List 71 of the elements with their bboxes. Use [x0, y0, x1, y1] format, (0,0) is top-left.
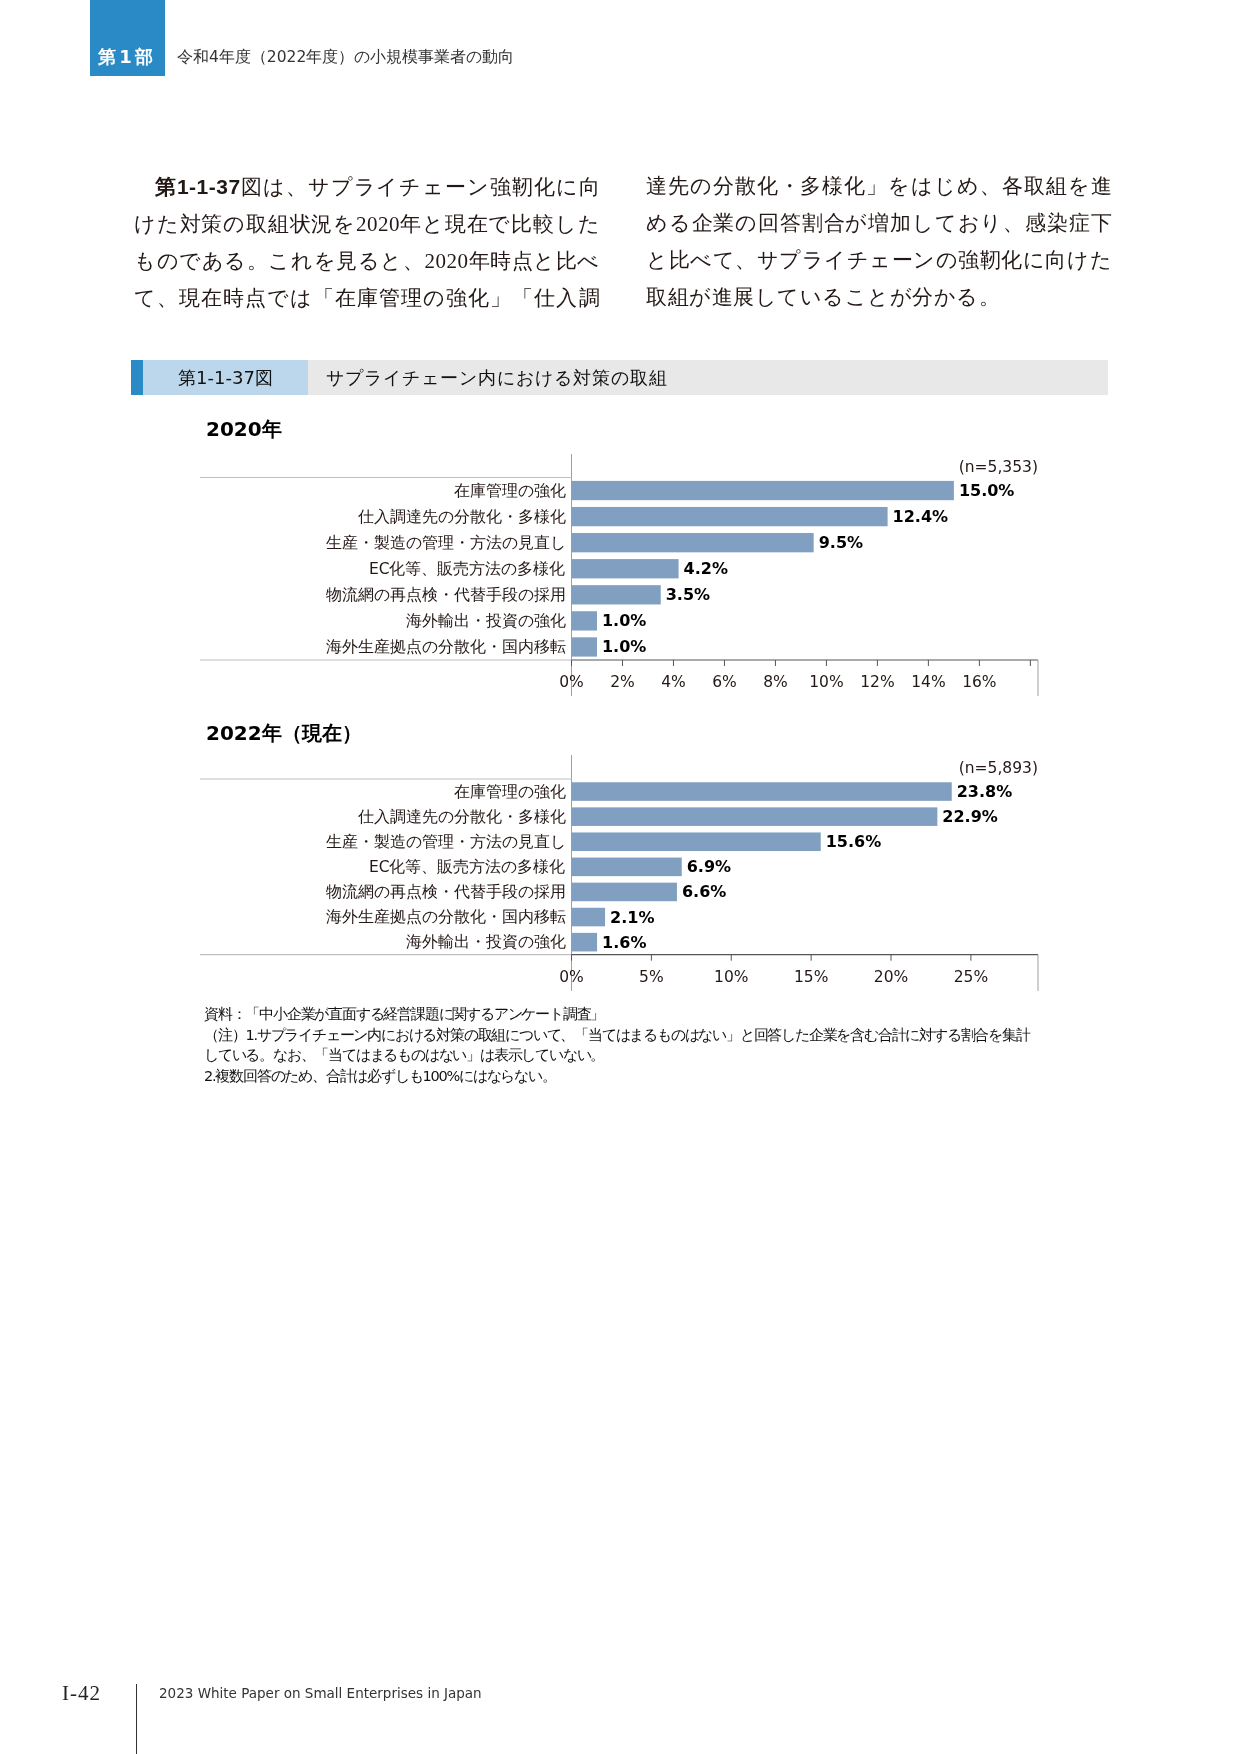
x-tick-label: 10% — [714, 968, 749, 986]
x-tick-label: 0% — [559, 672, 584, 691]
y-tick-label: EC化等、販売方法の多様化 — [368, 857, 566, 876]
text: (n=5,893) — [958, 758, 1038, 777]
data-label: 6.9% — [686, 857, 732, 877]
chart-title: サプライチェーン内における対策の取組 — [326, 366, 668, 390]
text: 2022年（現在） — [206, 721, 362, 745]
text: 2023 White Paper on Small Enterprises in Japan — [159, 1684, 482, 1703]
bar — [571, 480, 954, 501]
bar — [571, 611, 597, 631]
y-tick-label: 在庫管理の強化 — [453, 782, 566, 801]
text: 令和4年度（2022年度）の小規模事業者の動向 — [177, 47, 515, 68]
x-tick-label: 6% — [712, 672, 737, 691]
data-label: 1.0% — [601, 611, 647, 631]
text: 資料：「中小企業が直面する経営課題に関するアンケート調査」 — [204, 1005, 606, 1024]
y-tick-label: 生産・製造の管理・方法の見直し — [325, 832, 566, 851]
bar — [571, 559, 679, 579]
bar — [571, 506, 888, 527]
bar — [571, 882, 677, 902]
x-tick-label: 20% — [873, 968, 909, 986]
bar — [571, 807, 938, 826]
x-tick-label: 2% — [610, 672, 635, 691]
text: (n=5,353) — [958, 457, 1038, 476]
bar — [571, 533, 814, 553]
bar — [571, 857, 682, 877]
x-tick-label: 16% — [962, 672, 997, 691]
y-tick-label: 在庫管理の強化 — [453, 481, 566, 500]
y-tick-label: 仕入調達先の分散化・多様化 — [356, 507, 566, 526]
x-tick-label: 10% — [809, 672, 844, 691]
data-label: 1.6% — [602, 932, 647, 952]
bar — [571, 585, 661, 605]
x-tick-label: 12% — [860, 672, 895, 691]
x-tick-label: 15% — [793, 968, 829, 986]
y-tick-label: 海外生産拠点の分散化・国内移転 — [325, 637, 566, 656]
x-tick-label: 14% — [911, 672, 946, 691]
data-label: 12.4% — [892, 507, 949, 527]
data-label: 1.0% — [601, 637, 647, 657]
bar — [571, 637, 597, 657]
data-label: 15.0% — [958, 481, 1015, 501]
y-tick-label: 海外生産拠点の分散化・国内移転 — [325, 908, 566, 927]
y-tick-label: 海外輸出・投資の強化 — [405, 933, 566, 952]
data-label: 3.5% — [665, 585, 711, 605]
text: 第1-1-37図 — [177, 366, 274, 390]
bar — [571, 907, 606, 927]
data-label: 6.6% — [681, 882, 727, 902]
text: 2.複数回答のため、合計は必ずしも100%にはならない。 — [204, 1066, 557, 1086]
y-tick-label: 海外輸出・投資の強化 — [405, 611, 566, 630]
data-label: 4.2% — [683, 559, 728, 579]
text: （注）1.サプライチェーン内における対策の取組について、「当てはまるものはない」と回答した企業を含む合計に対する割合を集計している。なお、「当てはまるものはない」は表示していない。 — [204, 1025, 1032, 1065]
y-tick-label: 仕入調達先の分散化・多様化 — [356, 807, 566, 826]
x-tick-label: 8% — [763, 672, 788, 691]
y-tick-label: EC化等、販売方法の多様化 — [368, 559, 566, 578]
text: I-42 — [62, 1680, 101, 1706]
data-label: 22.9% — [942, 807, 998, 827]
x-tick-label: 25% — [953, 968, 989, 986]
data-label: 23.8% — [956, 782, 1013, 802]
text: 第1-1-37図は、サプライチェーン強靭化に向けた対策の取組状況を2020年と現在で比較したものである。これを見ると、2020年時点と比べて、現在時点では「在庫管理の強化」「仕入調達先の分散化・多様化」をはじめ、各取組を進める企業の回答割合が増加しており、感染症下と比べて、サプライチェーンの強靭化に向けた取組が進展していることが分かる。 — [134, 174, 1112, 310]
bar — [571, 832, 821, 852]
y-tick-label: 物流網の再点検・代替手段の採用 — [325, 585, 566, 604]
x-tick-label: 4% — [661, 672, 686, 691]
y-tick-label: 生産・製造の管理・方法の見直し — [325, 533, 566, 552]
bar — [571, 932, 598, 952]
text: 2020年 — [206, 417, 282, 441]
data-label: 2.1% — [610, 907, 655, 927]
data-label: 15.6% — [825, 832, 882, 852]
x-tick-label: 0% — [559, 968, 584, 986]
text: 第1部 — [97, 45, 157, 69]
bar — [571, 782, 952, 801]
data-label: 9.5% — [818, 533, 864, 553]
x-tick-label: 5% — [639, 968, 664, 986]
y-tick-label: 物流網の再点検・代替手段の採用 — [325, 882, 566, 901]
